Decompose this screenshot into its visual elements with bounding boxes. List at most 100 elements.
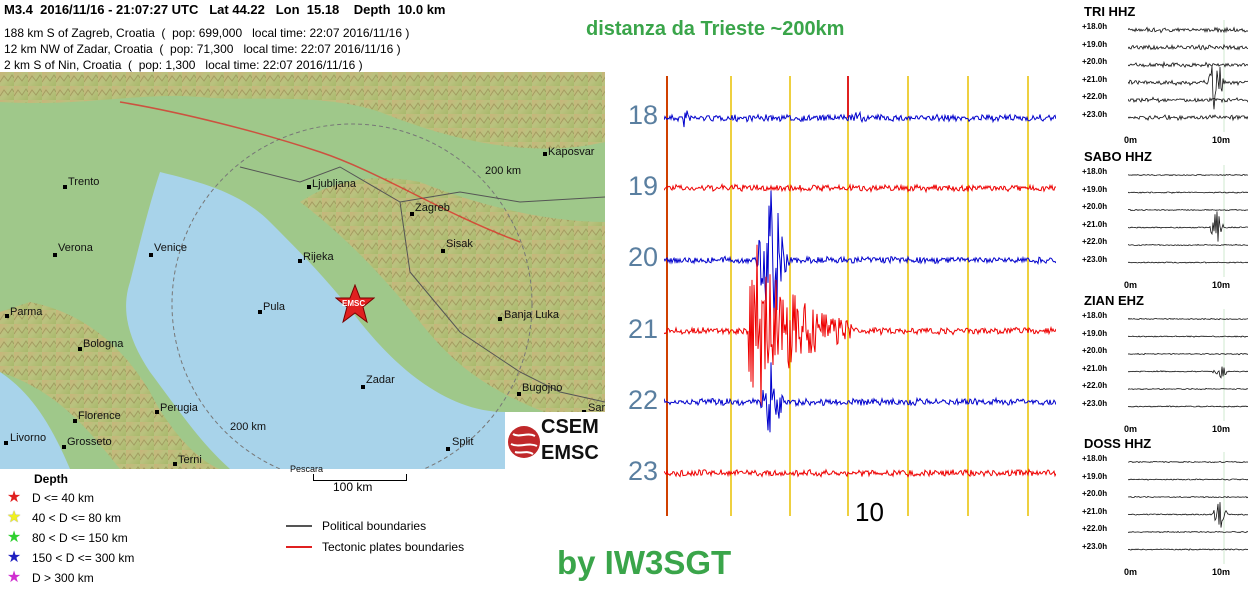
station-hour-tick: +18.0h bbox=[1082, 22, 1108, 31]
station-axis-end: 10m bbox=[1212, 135, 1231, 145]
station-trace-plot bbox=[1128, 309, 1248, 421]
hour-label-23: 23 bbox=[628, 456, 659, 486]
epicenter-star-icon bbox=[335, 284, 375, 324]
legend-row-150-300: ★ 150 < D <= 300 km bbox=[6, 549, 135, 566]
city-venice: Venice bbox=[154, 242, 188, 254]
city-parma: Parma bbox=[10, 306, 43, 318]
station-panel: ZIAN EHZ +18.0h +19.0h +20.0h +21.0h +22.0h +2… bbox=[1078, 293, 1252, 438]
station-trace-line bbox=[1128, 460, 1248, 464]
red-star-icon: ★ bbox=[6, 489, 22, 506]
seismogram-trace-hour-18 bbox=[664, 110, 1056, 128]
logo-csem-text: CSEM bbox=[541, 416, 599, 438]
city-grosseto: Grosseto bbox=[67, 436, 112, 448]
distance-line-zadar: 12 km NW of Zadar, Croatia ( pop: 71,300… bbox=[4, 42, 401, 56]
city-pula: Pula bbox=[263, 301, 286, 313]
station-hour-tick: +19.0h bbox=[1082, 184, 1108, 194]
legend-label: 80 < D <= 150 km bbox=[32, 531, 128, 545]
city-zagreb: Zagreb bbox=[415, 202, 450, 214]
city-ljubljana: Ljubljana bbox=[312, 178, 357, 190]
station-trace-line bbox=[1128, 317, 1248, 321]
legend-row-80-150: ★ 80 < D <= 150 km bbox=[6, 529, 128, 546]
station-axis-start: 0m bbox=[1124, 280, 1138, 290]
station-trace-line bbox=[1128, 96, 1248, 104]
station-panel: SABO HHZ +18.0h +19.0h +20.0h +21.0h +22.0h +2… bbox=[1078, 149, 1252, 294]
station-hour-tick: +22.0h bbox=[1082, 237, 1108, 246]
legend-label: 150 < D <= 300 km bbox=[32, 551, 135, 565]
legend-label: D <= 40 km bbox=[32, 491, 95, 505]
station-trace-line bbox=[1128, 191, 1248, 194]
station-hour-tick: +18.0h bbox=[1082, 454, 1108, 463]
station-name: SABO HHZ bbox=[1084, 149, 1152, 164]
station-hour-tick: +23.0h bbox=[1082, 398, 1108, 408]
station-hour-tick: +19.0h bbox=[1082, 39, 1108, 49]
station-trace-line bbox=[1128, 352, 1248, 356]
station-hour-tick: +21.0h bbox=[1082, 363, 1108, 373]
station-panels: TRI HHZ +18.0h +19.0h +20.0h +21.0h +22.0h +23… bbox=[1078, 0, 1252, 594]
city-zadar: Zadar bbox=[366, 374, 395, 386]
legend-label: D > 300 km bbox=[32, 571, 94, 585]
station-trace-line bbox=[1128, 43, 1248, 51]
city-perugia: Perugia bbox=[160, 402, 198, 414]
city-rijeka: Rijeka bbox=[303, 251, 334, 263]
globe-icon bbox=[508, 426, 540, 458]
city-banja-luka: Banja Luka bbox=[504, 309, 560, 321]
station-hour-tick: +23.0h bbox=[1082, 254, 1108, 264]
city-sisak: Sisak bbox=[446, 238, 473, 250]
station-trace-line bbox=[1128, 502, 1248, 528]
ring-label-200km: 200 km bbox=[485, 165, 522, 177]
station-hour-tick: +22.0h bbox=[1082, 92, 1108, 101]
seismogram-trace-hour-23 bbox=[664, 468, 1056, 478]
city-verona: Verona bbox=[58, 242, 93, 254]
station-trace-line bbox=[1128, 114, 1248, 122]
city-livorno: Livorno bbox=[10, 432, 47, 444]
station-name: TRI HHZ bbox=[1084, 4, 1136, 19]
station-trace-line bbox=[1128, 530, 1248, 534]
seismogram-trace-hour-22 bbox=[664, 362, 1056, 433]
legend-label: Tectonic plates boundaries bbox=[322, 540, 465, 554]
station-trace-line bbox=[1128, 495, 1248, 499]
epicenter-label: EMSC bbox=[342, 299, 366, 308]
minute-marker-label: 10 bbox=[855, 497, 884, 527]
station-trace-line bbox=[1128, 173, 1248, 177]
red-line-icon bbox=[286, 546, 312, 548]
station-trace-line bbox=[1128, 405, 1248, 408]
legend-row-40-80: ★ 40 < D <= 80 km bbox=[6, 509, 121, 526]
station-trace-plot bbox=[1128, 20, 1248, 132]
station-axis-end: 10m bbox=[1212, 424, 1231, 434]
station-trace-line bbox=[1128, 243, 1248, 247]
station-axis-start: 0m bbox=[1124, 135, 1138, 145]
hour-label-19: 19 bbox=[628, 171, 659, 201]
yellow-star-icon: ★ bbox=[6, 509, 22, 526]
earthquake-summary: M3.4 2016/11/16 - 21:07:27 UTC Lat 44.22… bbox=[4, 2, 446, 17]
city-trento: Trento bbox=[68, 176, 100, 188]
author-credit: by IW3SGT bbox=[557, 544, 732, 581]
magenta-star-icon: ★ bbox=[6, 569, 22, 586]
station-hour-tick: +20.0h bbox=[1082, 57, 1108, 66]
city-florence: Florence bbox=[78, 410, 121, 422]
station-trace-line bbox=[1128, 66, 1248, 110]
city-pescara: Pescara bbox=[290, 464, 324, 474]
legend-row-deep: ★ D > 300 km bbox=[6, 569, 94, 586]
hour-label-21: 21 bbox=[628, 314, 659, 344]
legend-label: Political boundaries bbox=[322, 519, 427, 533]
hour-label-18: 18 bbox=[628, 100, 659, 130]
grey-line-icon bbox=[286, 525, 312, 527]
station-axis-start: 0m bbox=[1124, 567, 1138, 577]
station-trace-line bbox=[1128, 366, 1248, 379]
distance-line-zagreb: 188 km S of Zagreb, Croatia ( pop: 699,0… bbox=[4, 26, 410, 40]
seismogram-trace-hour-20 bbox=[664, 190, 1056, 318]
station-hour-tick: +18.0h bbox=[1082, 167, 1108, 176]
station-name: DOSS HHZ bbox=[1084, 436, 1152, 451]
legend-row-shallow: ★ D <= 40 km bbox=[6, 489, 95, 506]
city-sar: Sar bbox=[588, 402, 605, 414]
blue-star-icon: ★ bbox=[6, 549, 22, 566]
green-star-icon: ★ bbox=[6, 529, 22, 546]
hour-label-22: 22 bbox=[628, 385, 659, 415]
legend-political-boundaries: Political boundaries bbox=[286, 519, 426, 533]
station-trace-line bbox=[1128, 208, 1248, 212]
map-scale-bar bbox=[313, 474, 407, 481]
station-trace-line bbox=[1128, 211, 1248, 242]
seismogram-plot bbox=[664, 76, 1056, 516]
station-hour-tick: +18.0h bbox=[1082, 311, 1108, 320]
map-south-strip: Perugia Grosseto Terni Pescara bbox=[0, 400, 505, 474]
